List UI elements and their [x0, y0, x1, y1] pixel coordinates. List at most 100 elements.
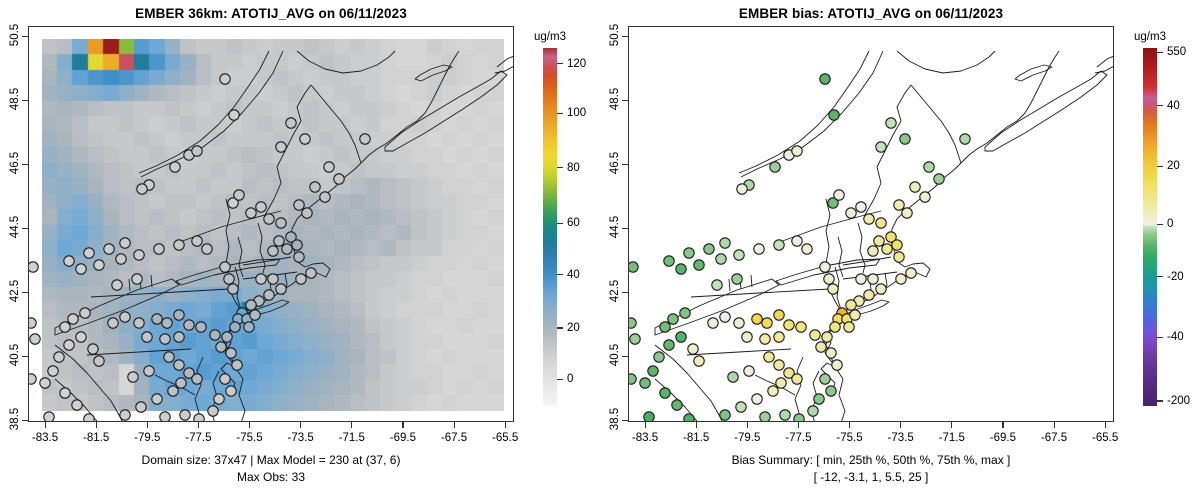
aqs-station-obs-marker: [183, 367, 195, 379]
left-panel-title: EMBER 36km: ATOTIJ_AVG on 06/11/2023: [135, 6, 407, 21]
aqs-station-obs-marker: [161, 317, 173, 329]
y-tick-mark: [622, 35, 628, 37]
y-tick-mark: [22, 355, 28, 357]
x-tick-label: -77.5: [185, 432, 212, 444]
aqs-station-obs-marker: [173, 331, 185, 343]
model-map-overlay: [29, 50, 513, 421]
map-outline-vt-nh-border: [837, 236, 844, 278]
colorbar-tick-mark: [1157, 105, 1163, 107]
aqs-station-obs-marker: [305, 267, 317, 279]
y-tick-mark: [22, 35, 28, 37]
colorbar-tick-label: 120: [567, 57, 587, 70]
colorbar-tick-mark: [557, 274, 563, 276]
aqs-station-obs-marker: [319, 191, 331, 203]
map-outline-new-england-coast: [242, 142, 388, 314]
aqs-station-bias-marker: [683, 247, 695, 259]
aqs-station-obs-marker: [119, 237, 131, 249]
map-outline-potomac-river: [754, 374, 796, 396]
map-outline-maine-west-border: [864, 84, 912, 216]
aqs-station-obs-marker: [267, 273, 279, 285]
colorbar-tick-mark: [557, 63, 563, 65]
aqs-station-bias-marker: [828, 109, 840, 121]
aqs-station-obs-marker: [275, 217, 287, 229]
aqs-station-obs-marker: [67, 313, 79, 325]
colorbar-tick-label: -40: [1167, 331, 1184, 344]
aqs-station-bias-marker: [819, 261, 831, 273]
aqs-station-bias-marker: [783, 319, 795, 331]
aqs-station-bias-marker: [825, 385, 837, 397]
colorbar-tick-label: 0: [567, 373, 574, 386]
colorbar-tick-mark: [557, 112, 563, 114]
aqs-station-bias-marker: [849, 309, 861, 321]
y-tick-label: 48.5: [609, 87, 621, 111]
aqs-station-obs-marker: [83, 413, 95, 421]
aqs-station-bias-marker: [773, 359, 785, 371]
aqs-station-bias-marker: [715, 253, 727, 265]
right-caption-bias-values: [ -12, -3.1, 1, 5.5, 25 ]: [813, 470, 929, 484]
aqs-station-obs-marker: [143, 365, 155, 377]
aqs-station-obs-marker: [243, 321, 255, 333]
aqs-station-obs-marker: [119, 409, 131, 421]
map-outline-ny-pa-border: [690, 288, 830, 298]
aqs-station-bias-marker: [923, 161, 935, 173]
aqs-station-bias-marker: [791, 235, 803, 247]
y-tick-label: 50.5: [9, 23, 21, 47]
right-colorbar-units-label: ug/m3: [1134, 31, 1166, 43]
model-map-panel: EMBER 36km: ATOTIJ_AVG on 06/11/2023 AQS…: [9, 6, 587, 484]
aqs-station-bias-marker: [763, 351, 775, 363]
aqs-station-bias-marker: [761, 317, 773, 329]
aqs-station-obs-marker: [295, 273, 307, 285]
aqs-station-bias-marker: [863, 213, 875, 225]
aqs-station-bias-marker: [823, 273, 835, 285]
aqs-station-bias-marker: [629, 333, 641, 345]
map-outline-long-island: [243, 299, 290, 320]
x-tick-mark: [351, 422, 353, 428]
aqs-station-bias-marker: [863, 289, 875, 301]
colorbar-tick-label: -20: [1167, 270, 1184, 283]
aqs-station-obs-marker: [255, 201, 267, 213]
y-tick-mark: [622, 419, 628, 421]
x-tick-label: -83.5: [31, 432, 59, 444]
aqs-station-obs-marker: [219, 261, 231, 273]
aqs-station-obs-marker: [29, 333, 41, 345]
y-tick-label: 44.5: [609, 215, 621, 239]
x-tick-mark: [146, 422, 148, 428]
map-outline-delaware-bay: [820, 362, 836, 394]
colorbar-tick-label: 20: [1167, 160, 1180, 173]
aqs-station-obs-marker: [29, 317, 37, 329]
map-outline-delaware-bay: [220, 362, 236, 394]
aqs-station-bias-marker: [855, 201, 867, 213]
y-tick-label: 46.5: [609, 151, 621, 175]
aqs-station-bias-marker: [875, 141, 887, 153]
aqs-station-bias-marker: [819, 73, 831, 85]
aqs-station-bias-marker: [815, 341, 827, 353]
aqs-station-obs-marker: [293, 199, 305, 211]
aqs-station-bias-marker: [821, 331, 833, 343]
aqs-station-bias-marker: [885, 231, 897, 243]
x-tick-mark: [44, 422, 46, 428]
aqs-station-bias-marker: [653, 351, 665, 363]
aqs-station-obs-marker: [179, 409, 191, 421]
aqs-station-bias-marker: [791, 373, 803, 385]
aqs-station-obs-marker: [227, 283, 239, 295]
x-tick-mark: [900, 422, 902, 428]
aqs-station-bias-marker: [629, 373, 637, 385]
aqs-station-bias-marker: [751, 313, 763, 325]
aqs-station-bias-marker: [959, 133, 971, 145]
x-tick-label: -67.5: [440, 432, 468, 444]
aqs-station-bias-marker: [807, 405, 819, 417]
colorbar-tick-label: 100: [567, 107, 587, 120]
aqs-station-obs-marker: [359, 133, 371, 145]
colorbar-tick-mark: [557, 222, 563, 224]
aqs-station-bias-marker: [881, 243, 893, 255]
map-outline-cape-breton: [494, 55, 513, 74]
aqs-station-obs-marker: [115, 253, 127, 265]
colorbar-tick-mark: [1157, 51, 1163, 53]
aqs-station-obs-marker: [231, 359, 243, 371]
aqs-station-obs-marker: [111, 279, 123, 291]
aqs-station-obs-marker: [127, 371, 139, 383]
aqs-station-bias-marker: [693, 259, 705, 271]
aqs-station-obs-marker: [119, 311, 131, 323]
y-tick-label: 44.5: [9, 215, 21, 239]
aqs-station-bias-marker: [783, 367, 795, 379]
